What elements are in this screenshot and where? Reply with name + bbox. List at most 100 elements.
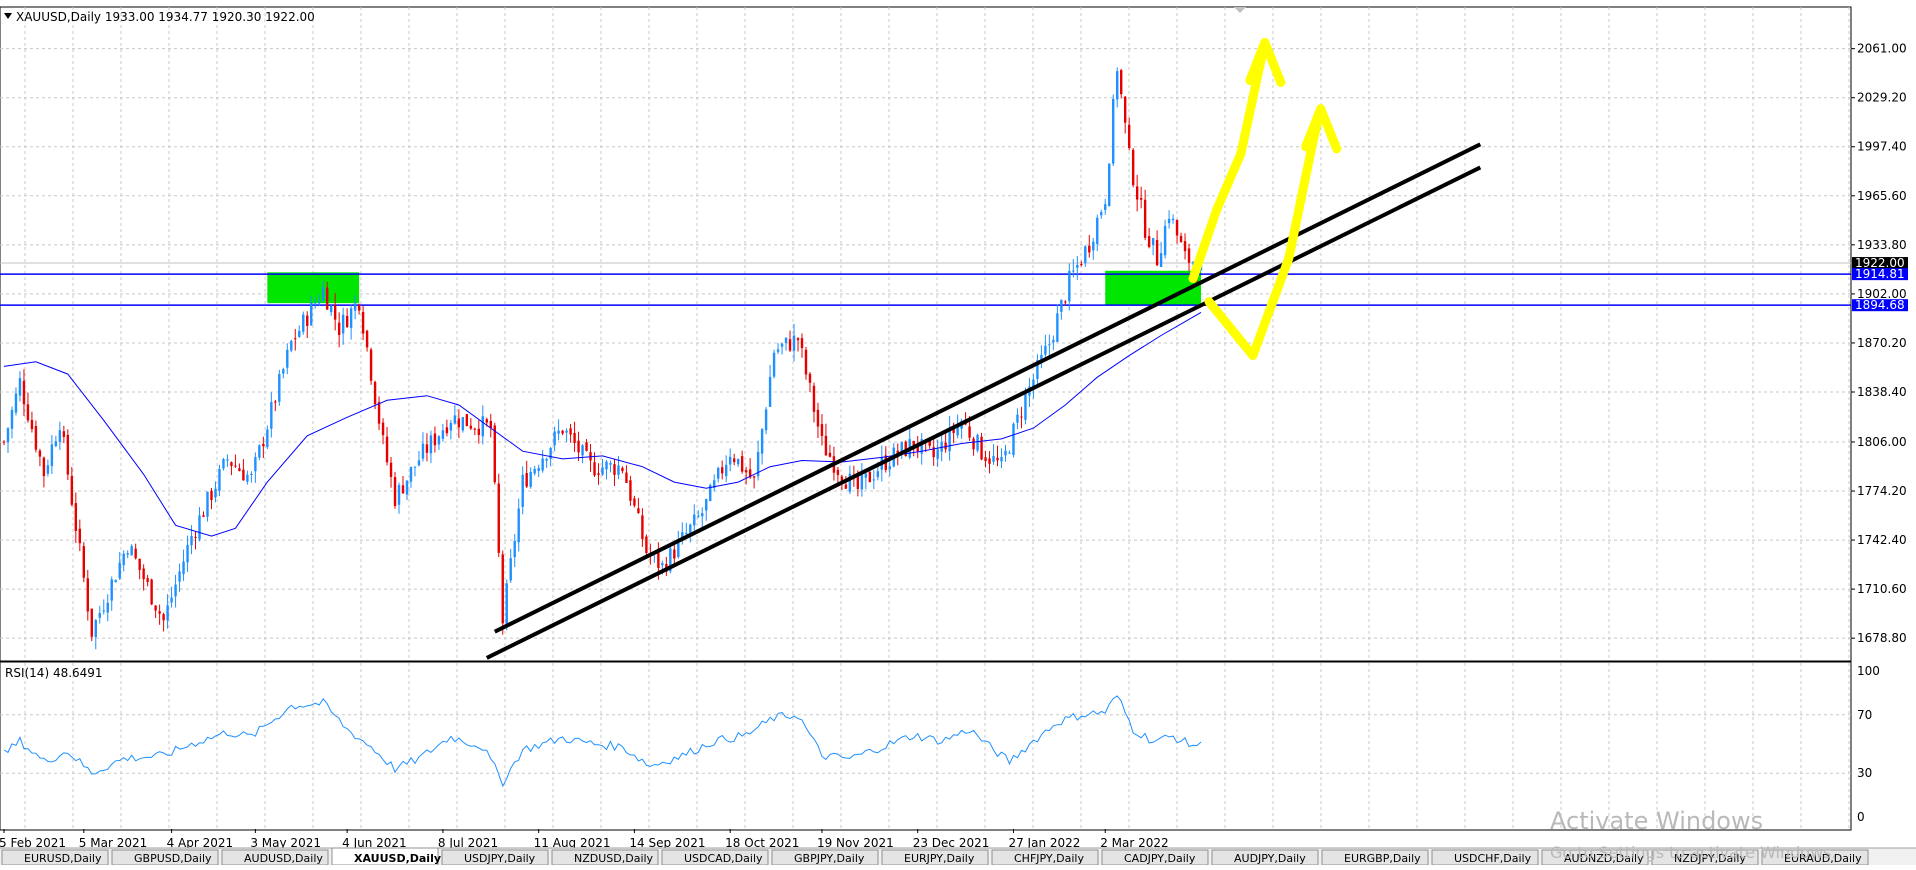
tab-label[interactable]: XAUUSD,Daily	[354, 852, 441, 865]
candle-up	[936, 449, 939, 459]
tab-label[interactable]: EURAUD,Daily	[1784, 852, 1862, 865]
candle-down	[306, 315, 309, 326]
shift-marker-icon[interactable]	[1234, 7, 1246, 13]
moving-average	[3, 311, 1202, 537]
candle-up	[405, 480, 409, 495]
candle-down	[748, 469, 752, 478]
candle-up	[792, 335, 796, 351]
candle-down	[274, 401, 277, 403]
candle-down	[740, 456, 744, 472]
candle-down	[38, 450, 42, 457]
dropdown-triangle-icon[interactable]	[4, 13, 12, 19]
tab-label[interactable]: NZDUSD,Daily	[574, 852, 654, 865]
candle-up	[481, 416, 484, 437]
candle-down	[984, 457, 987, 462]
candle-down	[74, 503, 78, 531]
tab-label[interactable]: USDJPY,Daily	[464, 852, 536, 865]
candle-up	[1056, 313, 1059, 342]
candle-up	[270, 402, 273, 429]
candle-up	[461, 417, 465, 431]
price-label: 1914.81	[1855, 267, 1905, 281]
candle-up	[1004, 450, 1007, 456]
candle-up	[250, 473, 253, 475]
candle-up	[1100, 212, 1103, 216]
candle-up	[545, 458, 548, 461]
tab-label[interactable]: CADJPY,Daily	[1124, 852, 1196, 865]
time-tick-label: 5 Feb 2021	[0, 836, 66, 850]
candle-down	[234, 465, 237, 467]
candle-up	[322, 287, 325, 301]
candle-down	[585, 442, 588, 451]
candle-up	[776, 349, 780, 352]
price-tick-label: 1997.40	[1857, 140, 1907, 154]
candle-down	[828, 452, 832, 457]
candle-down	[30, 420, 34, 430]
price-tick-label: 1806.00	[1857, 435, 1907, 449]
candle-up	[130, 546, 133, 556]
tab-label[interactable]: EURJPY,Daily	[904, 852, 975, 865]
tab-label[interactable]: GBPJPY,Daily	[794, 852, 865, 865]
trendline[interactable]	[485, 165, 1482, 660]
candle-up	[417, 460, 421, 466]
rsi-tick-label: 70	[1857, 708, 1872, 722]
candle-down	[385, 436, 389, 463]
tab-label[interactable]: CHFJPY,Daily	[1014, 852, 1084, 865]
candle-up	[1072, 270, 1075, 272]
candle-up	[517, 508, 520, 543]
price-label-bg	[1852, 268, 1908, 281]
candle-up	[609, 462, 612, 465]
horizontal-lines[interactable]	[0, 262, 1851, 306]
candle-down	[150, 579, 153, 605]
tab-label[interactable]: AUDNZD,Daily	[1564, 852, 1644, 865]
price-tick-label: 1902.00	[1857, 287, 1907, 301]
candle-down	[1147, 236, 1151, 248]
time-axis: 5 Feb 2021 5 Mar 2021 4 Apr 2021 3 May 2021…	[0, 829, 1169, 850]
candle-down	[78, 528, 82, 544]
candle-up	[764, 409, 768, 431]
candle-down	[916, 446, 919, 452]
candle-down	[230, 462, 233, 466]
candle-up	[282, 369, 285, 374]
tab-label[interactable]: EURGBP,Daily	[1344, 852, 1421, 865]
candle-up	[533, 468, 536, 474]
candle-down	[752, 476, 756, 478]
trendline[interactable]	[493, 142, 1482, 634]
tab-label[interactable]: NZDJPY,Daily	[1674, 852, 1746, 865]
candle-down	[629, 480, 632, 501]
candle-up	[290, 340, 293, 351]
candle-down	[146, 578, 149, 582]
tab-label[interactable]: AUDJPY,Daily	[1234, 852, 1306, 865]
price-label-bg	[1852, 257, 1908, 270]
candle-up	[521, 474, 524, 507]
tab-label[interactable]: USDCHF,Daily	[1454, 852, 1532, 865]
symbol-tabs[interactable]: EURUSD,Daily GBPUSD,Daily AUDUSD,Daily XAUU…	[1, 847, 1869, 866]
activate-windows-subtitle: Go to Settings to activate Windows.	[1550, 843, 1837, 862]
arrow-path	[1188, 37, 1270, 283]
candle-up	[349, 308, 353, 328]
tab-label[interactable]: EURUSD,Daily	[24, 852, 102, 865]
candle-up	[728, 456, 732, 465]
candle-down	[968, 426, 971, 438]
candle-up	[94, 620, 97, 638]
tab-label[interactable]: AUDUSD,Daily	[244, 852, 323, 865]
candle-up	[768, 376, 772, 407]
candle-down	[202, 515, 205, 517]
candle-up	[1076, 264, 1079, 268]
tab-label[interactable]: GBPUSD,Daily	[134, 852, 212, 865]
trendlines[interactable]	[485, 142, 1482, 660]
candle-up	[122, 553, 125, 566]
candle-down	[333, 304, 337, 320]
candle-up	[1048, 344, 1051, 346]
candle-up	[549, 448, 552, 459]
candle-up	[429, 435, 433, 454]
candle-up	[258, 445, 261, 458]
candle-up	[529, 471, 532, 487]
candle-up	[736, 458, 740, 465]
candle-down	[1135, 186, 1139, 200]
tab-label[interactable]: USDCAD,Daily	[684, 852, 763, 865]
candle-up	[1092, 241, 1095, 251]
candle-down	[593, 462, 596, 476]
activate-windows-title: Activate Windows	[1550, 807, 1763, 835]
